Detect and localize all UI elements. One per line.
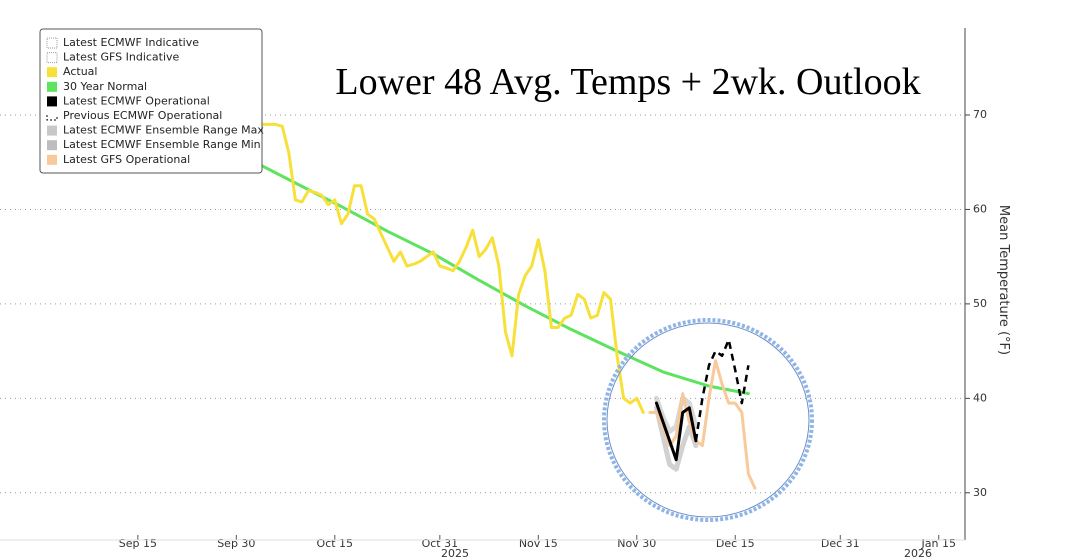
year-label: 2025 [441, 547, 469, 560]
legend-swatch [47, 81, 57, 92]
series-line [655, 401, 698, 462]
legend-swatch [46, 37, 58, 49]
legend: Latest ECMWF Indicative Latest GFS Indica… [39, 28, 264, 174]
x-tick-label: Nov 15 [519, 537, 558, 550]
x-tick-label: Nov 30 [617, 537, 656, 550]
legend-label: Actual [63, 65, 97, 78]
legend-swatch [47, 96, 57, 107]
y-tick-label: 40 [973, 391, 987, 404]
y-axis-label: Mean Temperature (°F) [996, 205, 1011, 355]
legend-box [39, 28, 263, 174]
legend-swatch [47, 125, 57, 136]
legend-swatch [47, 67, 57, 78]
legend-label: Latest GFS Indicative [63, 51, 180, 64]
legend-label: Previous ECMWF Operational [63, 109, 222, 122]
y-tick-label: 50 [973, 297, 987, 310]
x-tick-label: Sep 30 [217, 537, 255, 550]
year-label: 2026 [904, 547, 932, 560]
legend-swatch [46, 52, 58, 64]
highlight-circle [602, 318, 814, 522]
legend-swatch [47, 154, 57, 165]
legend-swatch [46, 115, 58, 121]
highlight-circle-inner [606, 322, 810, 518]
legend-label: 30 Year Normal [63, 80, 147, 93]
legend-label: Latest ECMWF Ensemble Range Max [63, 124, 264, 137]
plot [248, 122, 757, 490]
series-line [248, 122, 645, 414]
x-tick-label: Dec 31 [821, 537, 860, 550]
legend-swatch [47, 140, 57, 151]
series-line [694, 338, 750, 441]
y-tick-label: 60 [973, 202, 987, 215]
legend-label: Latest ECMWF Operational [63, 94, 210, 107]
x-tick-label: Dec 15 [716, 537, 755, 550]
y-tick-label: 30 [973, 486, 987, 499]
chart-title: Lower 48 Avg. Temps + 2wk. Outlook [335, 61, 920, 103]
legend-label: Latest ECMWF Indicative [63, 36, 199, 49]
y-tick-label: 70 [973, 108, 987, 121]
x-tick-label: Sep 15 [119, 537, 157, 550]
legend-label: Latest ECMWF Ensemble Range Min [63, 138, 261, 151]
x-tick-label: Oct 15 [317, 537, 354, 550]
legend-label: Latest GFS Operational [63, 153, 190, 166]
series-line [648, 359, 757, 490]
series-line [654, 405, 699, 472]
